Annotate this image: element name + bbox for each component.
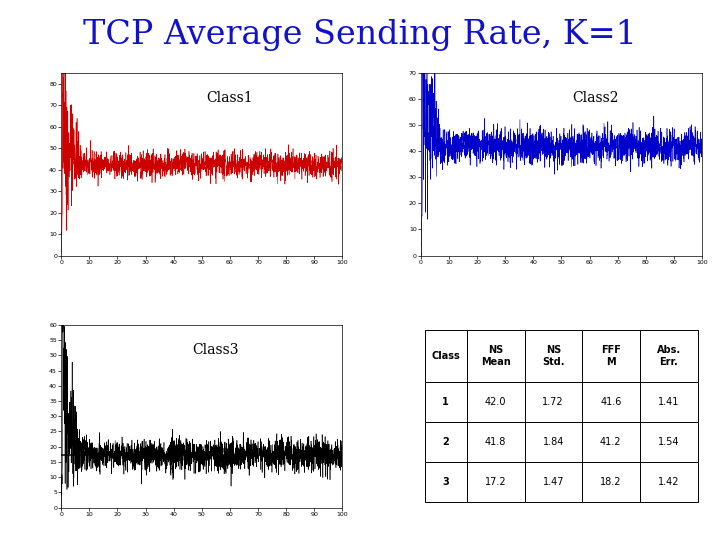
Text: 41.6: 41.6: [600, 397, 621, 407]
Text: 1.47: 1.47: [542, 477, 564, 487]
Text: 2: 2: [442, 437, 449, 447]
Text: 41.2: 41.2: [600, 437, 621, 447]
Text: Class3: Class3: [192, 343, 239, 357]
Text: 1.54: 1.54: [658, 437, 680, 447]
Text: Class2: Class2: [572, 91, 618, 105]
Text: 17.2: 17.2: [485, 477, 507, 487]
Text: 1.84: 1.84: [543, 437, 564, 447]
Text: 1.72: 1.72: [542, 397, 564, 407]
Text: FFF
M: FFF M: [600, 346, 621, 367]
Text: 1: 1: [442, 397, 449, 407]
Text: Abs.
Err.: Abs. Err.: [657, 346, 681, 367]
Text: 41.8: 41.8: [485, 437, 506, 447]
Text: TCP Average Sending Rate, K=1: TCP Average Sending Rate, K=1: [83, 19, 637, 51]
Text: NS
Std.: NS Std.: [542, 346, 564, 367]
Text: 1.41: 1.41: [658, 397, 680, 407]
Text: NS
Mean: NS Mean: [481, 346, 510, 367]
Text: 18.2: 18.2: [600, 477, 621, 487]
Text: Class: Class: [431, 351, 460, 361]
Text: 42.0: 42.0: [485, 397, 506, 407]
Text: 3: 3: [442, 477, 449, 487]
Text: Class1: Class1: [207, 91, 253, 105]
Text: 1.42: 1.42: [658, 477, 680, 487]
